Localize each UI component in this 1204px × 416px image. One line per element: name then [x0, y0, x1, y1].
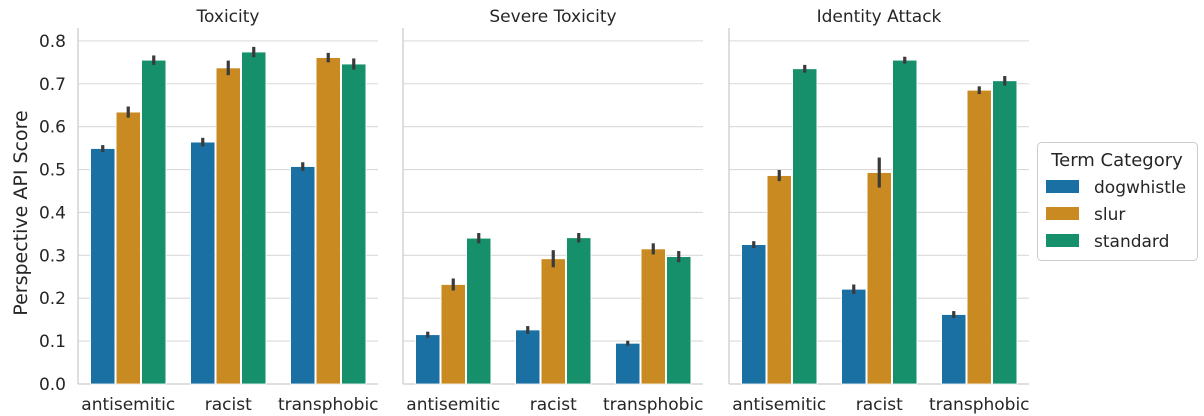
- x-tick-label: transphobic: [929, 395, 1030, 415]
- x-tick-label: racist: [205, 395, 252, 415]
- bar-standard-antisemitic: [141, 59, 167, 385]
- bar-slur-racist: [866, 172, 892, 385]
- y-tick-label: 0.1: [39, 332, 66, 352]
- x-tick-label: antisemitic: [732, 395, 826, 415]
- y-tick-label: 0.8: [39, 32, 66, 52]
- legend-swatch-slur: [1046, 207, 1079, 220]
- panel-title: Toxicity: [196, 7, 260, 27]
- bar-slur-transphobic: [315, 57, 341, 385]
- bar-dogwhistle-antisemitic: [415, 334, 441, 385]
- bar-slur-racist: [540, 258, 566, 385]
- bar-dogwhistle-racist: [190, 141, 216, 385]
- x-tick-label: transphobic: [278, 395, 379, 415]
- bar-standard-antisemitic: [466, 237, 492, 385]
- y-tick-label: 0.5: [39, 161, 66, 181]
- bar-slur-racist: [215, 67, 241, 385]
- panel-3: Identity Attack antisemitic racist transpho…: [728, 7, 1030, 415]
- y-tick-label: 0.7: [39, 75, 66, 95]
- bar-standard-racist: [892, 59, 918, 385]
- legend-swatch-standard: [1046, 234, 1079, 247]
- bar-dogwhistle-transphobic: [290, 166, 316, 385]
- bar-dogwhistle-transphobic: [941, 314, 967, 385]
- bar-standard-racist: [241, 51, 267, 385]
- x-tick-label: racist: [530, 395, 577, 415]
- bar-dogwhistle-racist: [515, 329, 541, 385]
- legend-title: Term Category: [1050, 150, 1183, 171]
- bar-slur-antisemitic: [115, 111, 141, 385]
- bar-dogwhistle-antisemitic: [741, 244, 767, 385]
- legend-label-standard: standard: [1094, 232, 1169, 252]
- bar-slur-transphobic: [640, 248, 666, 385]
- bar-standard-racist: [566, 237, 592, 385]
- y-tick-label: 0.0: [39, 375, 66, 395]
- y-tick-label: 0.2: [39, 289, 66, 309]
- panel-title: Severe Toxicity: [489, 7, 616, 27]
- legend-label-slur: slur: [1094, 205, 1125, 225]
- y-tick-label: 0.6: [39, 118, 66, 138]
- bar-standard-transphobic: [992, 80, 1018, 385]
- x-tick-label: transphobic: [603, 395, 704, 415]
- x-tick-label: antisemitic: [406, 395, 500, 415]
- bar-standard-antisemitic: [792, 68, 818, 385]
- legend: Term Category dogwhistle slur standard: [1037, 142, 1198, 261]
- legend-box: [1037, 142, 1198, 261]
- panel-1: 0.0 0.1 0.2 0.3 0.4 0.5 0.6 0.7 0.8 Toxicity antis…: [39, 7, 379, 415]
- chart-panels: 0.0 0.1 0.2 0.3 0.4 0.5 0.6 0.7 0.8 Toxicity antis…: [39, 7, 1030, 415]
- legend-swatch-dogwhistle: [1046, 180, 1079, 193]
- bar-dogwhistle-transphobic: [615, 342, 641, 385]
- bar-standard-transphobic: [666, 256, 692, 385]
- x-tick-label: antisemitic: [81, 395, 175, 415]
- bar-slur-antisemitic: [766, 175, 792, 385]
- bar-standard-transphobic: [341, 63, 367, 385]
- panel-2: Severe Toxicity antisemitic racist transpho…: [402, 7, 704, 415]
- legend-label-dogwhistle: dogwhistle: [1094, 178, 1186, 198]
- y-axis-label: Perspective API Score: [10, 110, 32, 315]
- bar-slur-antisemitic: [440, 284, 466, 385]
- bar-dogwhistle-antisemitic: [90, 148, 116, 385]
- y-tick-label: 0.3: [39, 246, 66, 266]
- bar-dogwhistle-racist: [841, 288, 867, 385]
- x-tick-label: racist: [856, 395, 903, 415]
- panel-title: Identity Attack: [817, 7, 942, 27]
- bar-slur-transphobic: [966, 89, 992, 385]
- y-tick-label: 0.4: [39, 203, 66, 223]
